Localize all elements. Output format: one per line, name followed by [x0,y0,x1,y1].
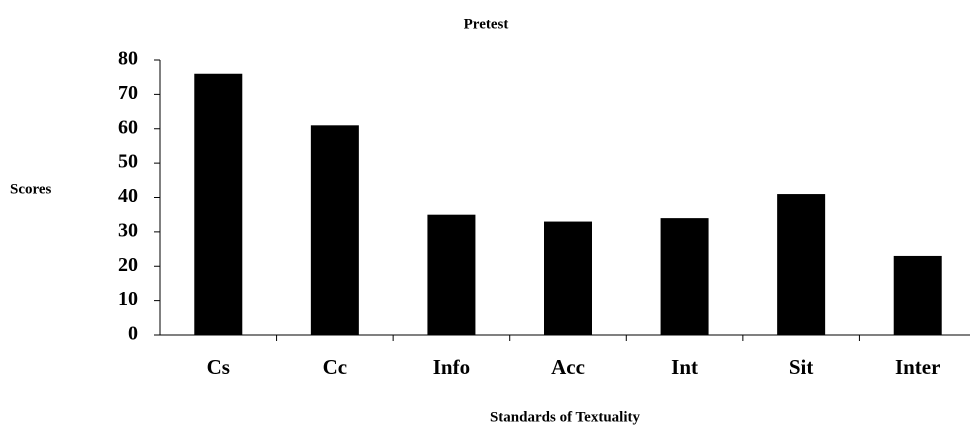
x-tick-label: Acc [551,355,585,379]
y-tick-label: 70 [118,82,138,104]
x-axis-label: Standards of Textuality [490,409,641,425]
x-tick-label: Cc [323,355,348,379]
bar [427,214,476,335]
bar [544,221,592,335]
bar [310,125,359,335]
y-tick-label: 0 [128,323,138,345]
x-tick-label: Info [433,355,470,379]
x-tick-label: Sit [789,355,814,379]
x-tick-label: Inter [895,355,941,379]
y-axis-label: Scores [10,181,52,197]
y-tick-label: 50 [118,151,138,173]
x-tick-label: Int [671,355,698,379]
bar [194,73,243,335]
x-tick-label: Cs [207,355,230,379]
y-tick-label: 80 [118,48,138,70]
bar [660,218,709,335]
bar [893,255,942,335]
chart-title: Pretest [464,16,509,32]
y-tick-label: 40 [118,185,138,207]
y-tick-label: 10 [118,288,138,310]
y-tick-label: 20 [118,254,138,276]
y-tick-label: 60 [118,116,138,138]
y-tick-label: 30 [118,219,138,241]
bar [777,194,826,335]
